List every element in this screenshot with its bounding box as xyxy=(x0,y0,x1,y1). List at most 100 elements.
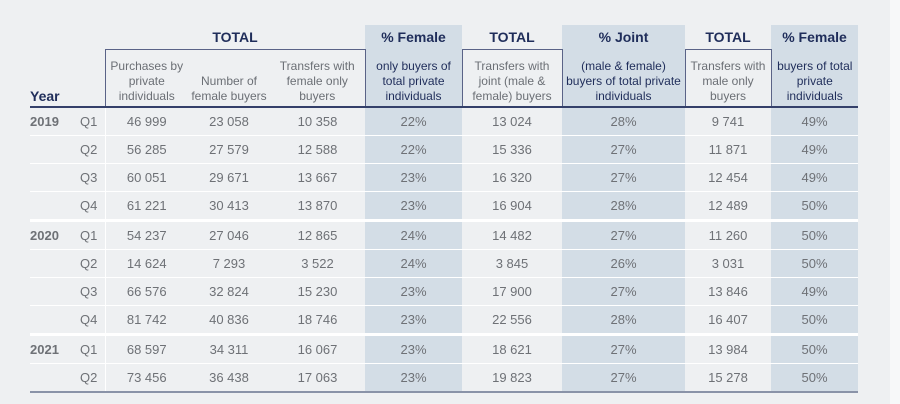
table-row: Q2 14 624 7 293 3 522 24% 3 845 26% 3 031 50% xyxy=(30,249,858,278)
cell-pct-female-only: 24% xyxy=(365,249,462,278)
cell-female-buyers: 34 311 xyxy=(188,334,270,364)
group-title-total-2: TOTAL xyxy=(489,29,535,45)
cell-joint-transfers: 15 336 xyxy=(462,135,562,164)
cell-pct-female-only: 23% xyxy=(365,363,462,393)
year-cell xyxy=(30,163,80,192)
cell-male-only-transfers: 12 489 xyxy=(685,191,771,222)
cell-male-only-transfers: 12 454 xyxy=(685,163,771,192)
quarter-cell: Q4 xyxy=(80,305,105,336)
cell-female-only-transfers: 18 746 xyxy=(270,305,365,336)
cell-female-buyers: 27 046 xyxy=(188,220,270,250)
cell-pct-female-only: 24% xyxy=(365,220,462,250)
cell-purchases: 60 051 xyxy=(104,163,188,192)
year-cell: 2019 xyxy=(30,107,80,136)
cell-pct-joint: 28% xyxy=(562,191,685,222)
cell-purchases: 68 597 xyxy=(104,334,188,364)
cell-purchases: 54 237 xyxy=(104,220,188,250)
quarter-cell: Q4 xyxy=(80,191,105,222)
cell-male-only-transfers: 3 031 xyxy=(685,249,771,278)
cell-pct-joint: 27% xyxy=(562,163,685,192)
quarter-cell: Q2 xyxy=(80,249,105,278)
cell-male-only-transfers: 16 407 xyxy=(685,305,771,336)
col-header-male-only-transfers: Transfers with male only buyers xyxy=(684,49,772,108)
cell-pct-female-total: 50% xyxy=(771,191,858,222)
cell-male-only-transfers: 11 871 xyxy=(685,135,771,164)
quarter-cell: Q1 xyxy=(80,107,105,136)
cell-pct-female-only: 23% xyxy=(365,277,462,306)
table-row: 2019 Q1 46 999 23 058 10 358 22% 13 024 28% 9 74… xyxy=(30,107,858,136)
cell-pct-female-only: 22% xyxy=(365,107,462,136)
year-cell xyxy=(30,191,80,222)
col-header-female-buyers: Number of female buyers xyxy=(188,49,270,108)
cell-female-only-transfers: 15 230 xyxy=(270,277,365,306)
cell-pct-female-only: 23% xyxy=(365,305,462,336)
cell-female-buyers: 29 671 xyxy=(188,163,270,192)
cell-purchases: 14 624 xyxy=(104,249,188,278)
year-cell xyxy=(30,277,80,306)
cell-pct-joint: 27% xyxy=(562,334,685,364)
group-title-pct-joint: % Joint xyxy=(562,25,685,50)
page-edge xyxy=(890,0,900,404)
quarter-cell: Q3 xyxy=(80,277,105,306)
cell-pct-female-total: 50% xyxy=(771,363,858,393)
cell-female-only-transfers: 3 522 xyxy=(270,249,365,278)
cell-female-only-transfers: 17 063 xyxy=(270,363,365,393)
cell-male-only-transfers: 11 260 xyxy=(685,220,771,250)
cell-female-buyers: 27 579 xyxy=(188,135,270,164)
cell-pct-joint: 28% xyxy=(562,107,685,136)
col-header-pct-female-total: buyers of total private individuals xyxy=(771,49,858,108)
cell-female-buyers: 23 058 xyxy=(188,107,270,136)
cell-female-only-transfers: 13 870 xyxy=(270,191,365,222)
quarter-cell: Q3 xyxy=(80,163,105,192)
cell-purchases: 81 742 xyxy=(104,305,188,336)
cell-joint-transfers: 16 320 xyxy=(462,163,562,192)
cell-pct-female-total: 49% xyxy=(771,163,858,192)
cell-purchases: 46 999 xyxy=(104,107,188,136)
cell-joint-transfers: 14 482 xyxy=(462,220,562,250)
cell-female-only-transfers: 12 865 xyxy=(270,220,365,250)
year-cell xyxy=(30,135,80,164)
header-sub-row: Year Purchases by private individuals Nu… xyxy=(30,49,858,108)
cell-female-buyers: 32 824 xyxy=(188,277,270,306)
cell-female-buyers: 40 836 xyxy=(188,305,270,336)
year-cell: 2021 xyxy=(30,334,80,364)
table-row: Q3 60 051 29 671 13 667 23% 16 320 27% 12 454 49… xyxy=(30,163,858,192)
cell-pct-female-total: 49% xyxy=(771,277,858,306)
cell-joint-transfers: 16 904 xyxy=(462,191,562,222)
cell-pct-female-only: 23% xyxy=(365,334,462,364)
cell-joint-transfers: 3 845 xyxy=(462,249,562,278)
quarter-cell: Q2 xyxy=(80,135,105,164)
group-title-pct-female-1: % Female xyxy=(365,25,462,50)
col-header-pct-female-only: only buyers of total private individuals xyxy=(365,49,462,108)
cell-female-only-transfers: 12 588 xyxy=(270,135,365,164)
table-row: 2021 Q1 68 597 34 311 16 067 23% 18 621 27% 13 9… xyxy=(30,334,858,364)
cell-female-buyers: 36 438 xyxy=(188,363,270,393)
cell-joint-transfers: 22 556 xyxy=(462,305,562,336)
cell-female-only-transfers: 10 358 xyxy=(270,107,365,136)
cell-pct-female-only: 23% xyxy=(365,191,462,222)
year-cell xyxy=(30,363,80,393)
year-cell xyxy=(30,305,80,336)
quarter-cell: Q1 xyxy=(80,334,105,364)
cell-male-only-transfers: 15 278 xyxy=(685,363,771,393)
cell-purchases: 73 456 xyxy=(104,363,188,393)
cell-female-only-transfers: 16 067 xyxy=(270,334,365,364)
cell-purchases: 61 221 xyxy=(104,191,188,222)
cell-pct-joint: 26% xyxy=(562,249,685,278)
year-header: Year xyxy=(30,49,105,108)
cell-pct-female-total: 50% xyxy=(771,305,858,336)
cell-male-only-transfers: 9 741 xyxy=(685,107,771,136)
cell-joint-transfers: 13 024 xyxy=(462,107,562,136)
cell-pct-joint: 27% xyxy=(562,220,685,250)
buyers-table: TOTAL % Female TOTAL % Joint TOTAL % Fem… xyxy=(30,25,858,393)
cell-male-only-transfers: 13 846 xyxy=(685,277,771,306)
cell-pct-joint: 28% xyxy=(562,305,685,336)
table-row: 2020 Q1 54 237 27 046 12 865 24% 14 482 27% 11 2… xyxy=(30,220,858,250)
cell-pct-female-only: 22% xyxy=(365,135,462,164)
col-header-female-only-transfers: Transfers with female only buyers xyxy=(270,49,366,108)
cell-male-only-transfers: 13 984 xyxy=(685,334,771,364)
table-row: Q2 73 456 36 438 17 063 23% 19 823 27% 15 278 50… xyxy=(30,363,858,393)
table-row: Q3 66 576 32 824 15 230 23% 17 900 27% 13 846 49… xyxy=(30,277,858,306)
table-row: Q4 61 221 30 413 13 870 23% 16 904 28% 12 489 50… xyxy=(30,191,858,222)
header-group-row: TOTAL % Female TOTAL % Joint TOTAL % Fem… xyxy=(30,25,858,50)
